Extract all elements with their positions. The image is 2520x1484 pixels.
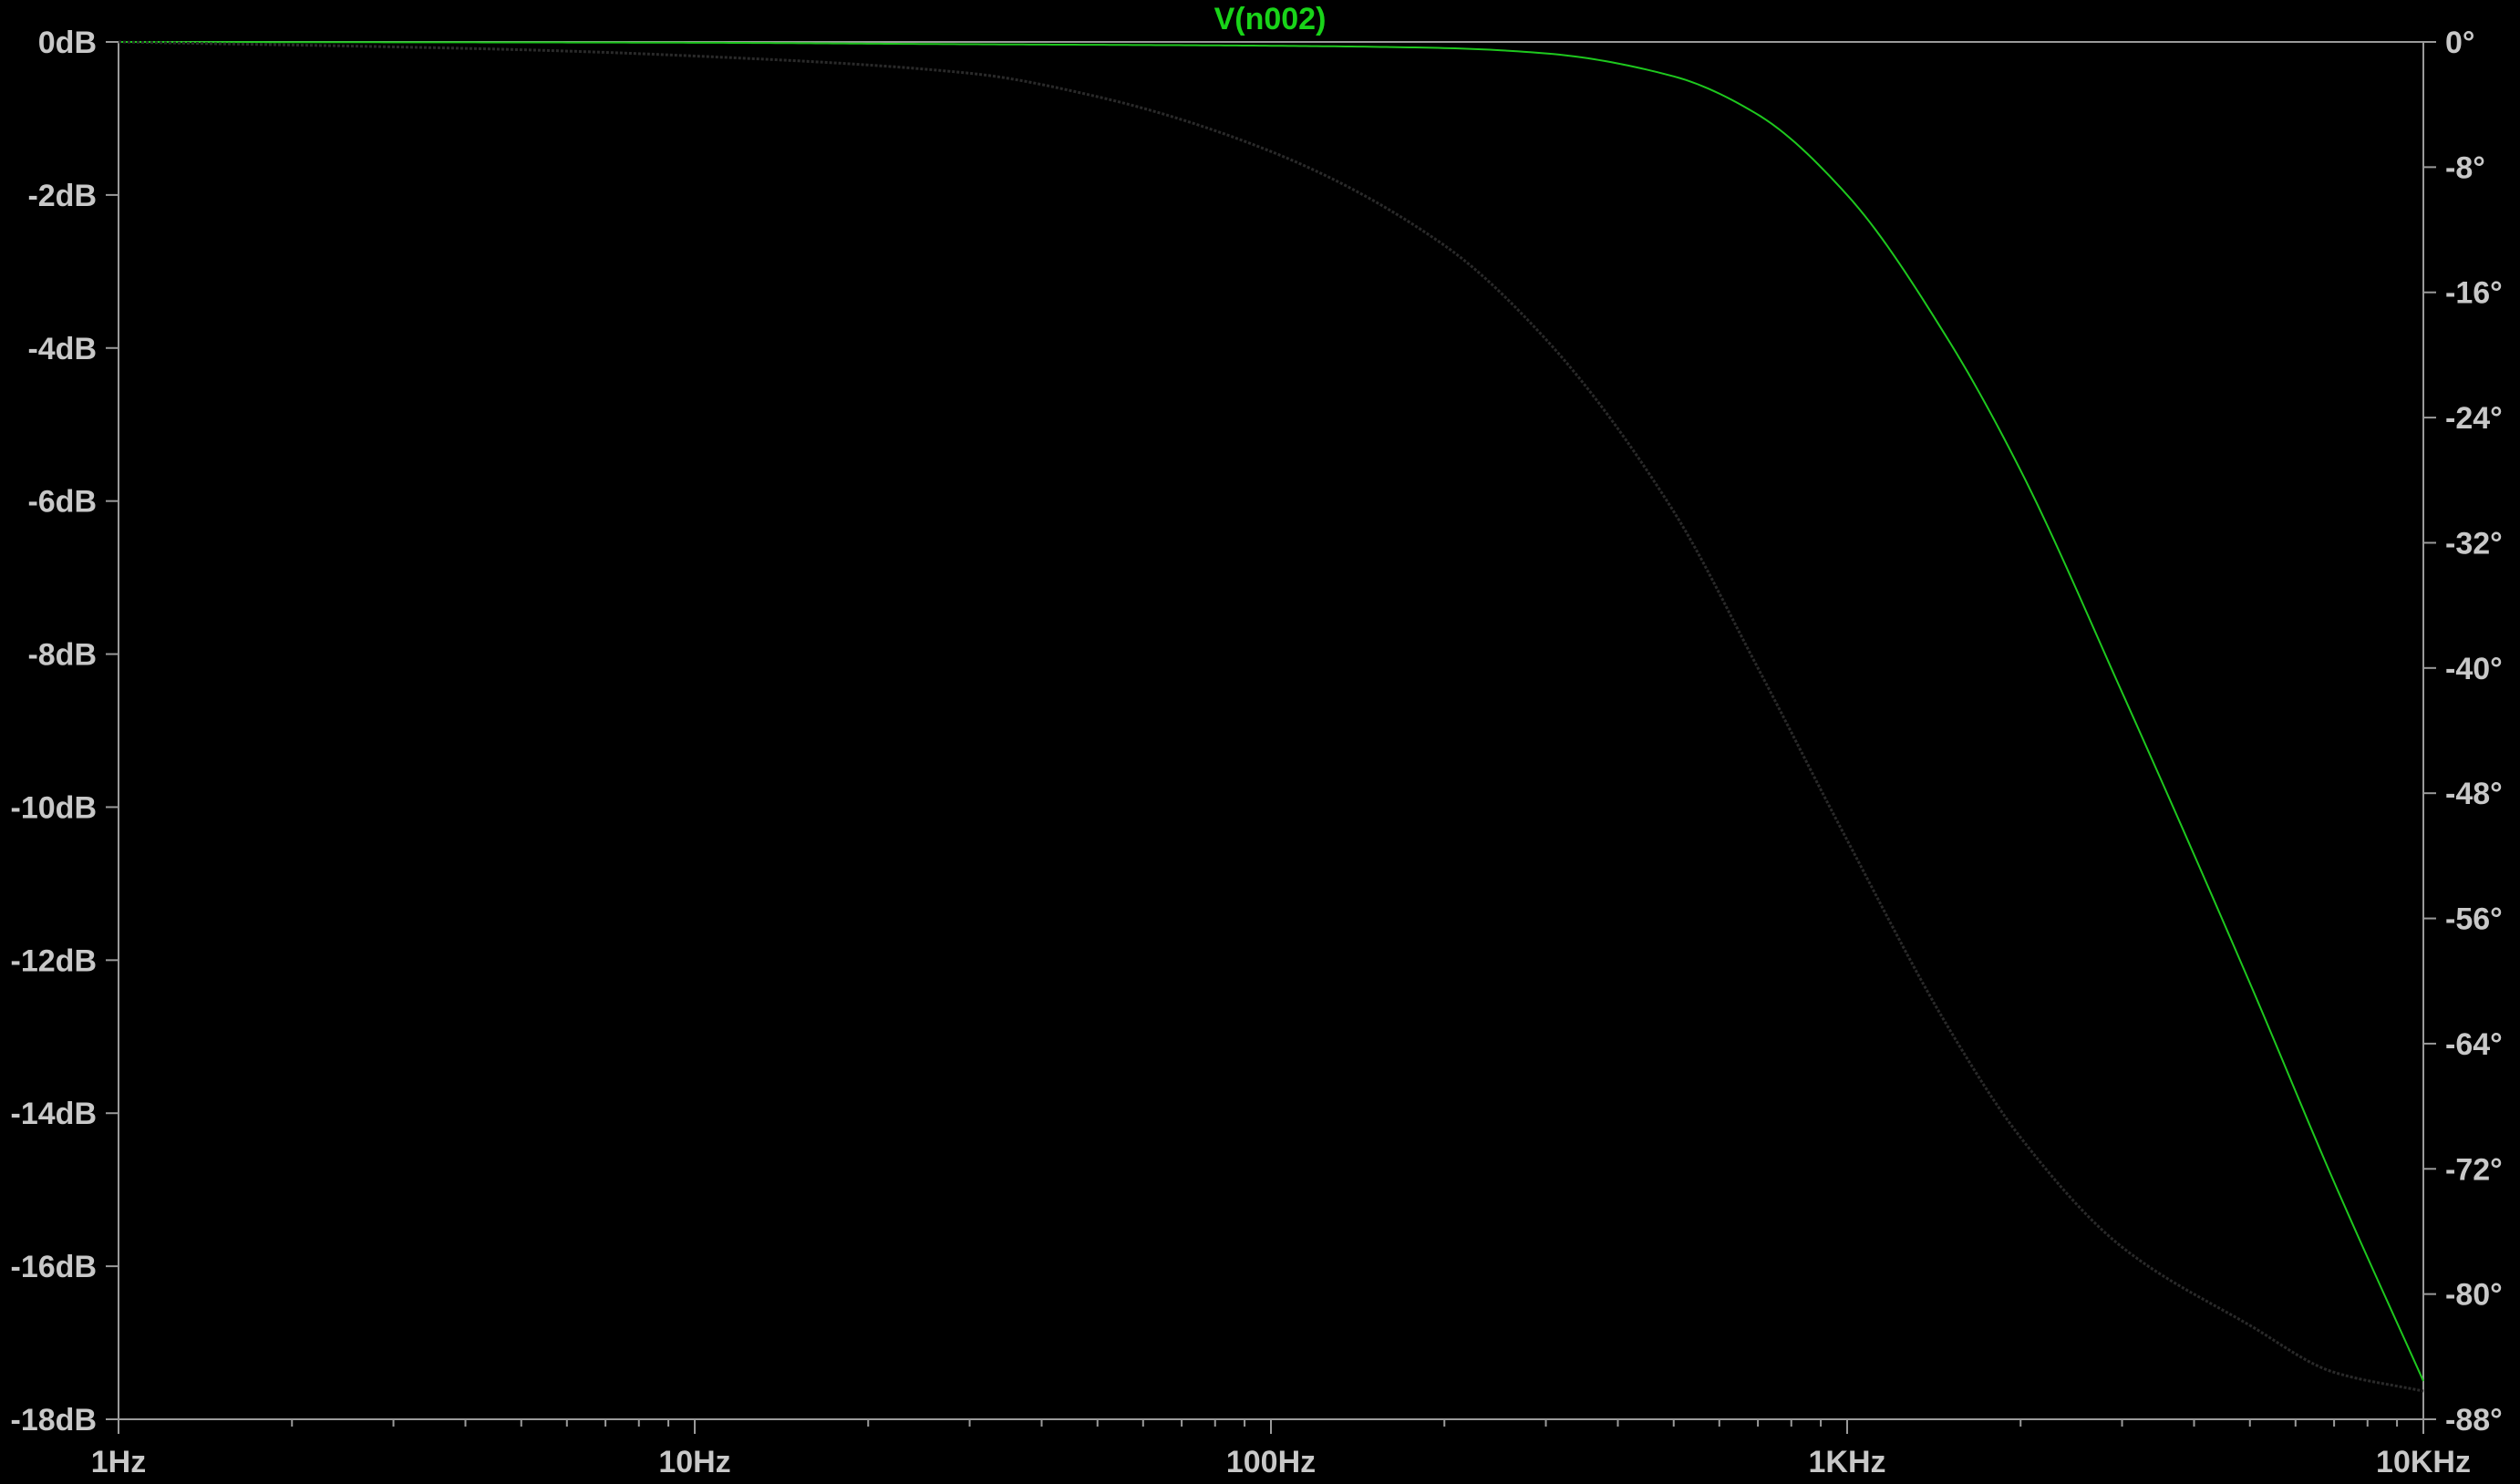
x-axis-tick-label: 100Hz: [1226, 1445, 1316, 1479]
right-axis-tick-label: -80°: [2445, 1278, 2503, 1313]
left-axis-tick-label: 0dB: [38, 26, 97, 60]
right-axis-tick-label: -64°: [2445, 1027, 2503, 1062]
axis-ticks: [106, 41, 2436, 1434]
axis-labels: 0dB -2dB -4dB -6dB -8dB -10dB -12dB -14dB -16dB -…: [11, 26, 2503, 1479]
left-axis-tick-label: -8dB: [27, 638, 97, 673]
left-axis-tick-label: -6dB: [27, 485, 97, 520]
x-axis-tick-label: 10KHz: [2376, 1445, 2471, 1479]
right-axis-tick-label: -72°: [2445, 1152, 2503, 1187]
right-axis-tick-label: -56°: [2445, 902, 2503, 937]
left-axis-tick-label: -10dB: [11, 790, 97, 825]
x-axis-tick-label: 1KHz: [1808, 1445, 1885, 1479]
right-axis-tick-label: -24°: [2445, 401, 2503, 436]
right-axis-tick-label: -48°: [2445, 777, 2503, 811]
series-line-magnitude: [118, 41, 2424, 1382]
right-axis-tick-label: -8°: [2445, 150, 2485, 185]
left-axis-tick-label: -12dB: [11, 943, 97, 978]
right-axis-tick-label: -32°: [2445, 526, 2503, 561]
trace-title: V(n002): [1214, 2, 1327, 36]
right-axis-tick-label: -88°: [2445, 1403, 2503, 1438]
series-layer: [118, 40, 2424, 1393]
x-axis-tick-label: 10Hz: [658, 1445, 730, 1479]
left-axis-tick-label: -2dB: [27, 179, 97, 213]
left-axis-tick-label: -14dB: [11, 1097, 97, 1131]
right-axis-tick-label: -40°: [2445, 652, 2503, 686]
right-axis-tick-label: 0°: [2445, 26, 2475, 60]
left-axis-tick-label: -4dB: [27, 332, 97, 366]
series-line-phase: [118, 40, 2424, 1393]
right-axis-tick-label: -16°: [2445, 276, 2503, 311]
x-axis-tick-label: 1Hz: [91, 1445, 146, 1479]
left-axis-tick-label: -16dB: [11, 1250, 97, 1284]
left-axis-tick-label: -18dB: [11, 1403, 97, 1438]
